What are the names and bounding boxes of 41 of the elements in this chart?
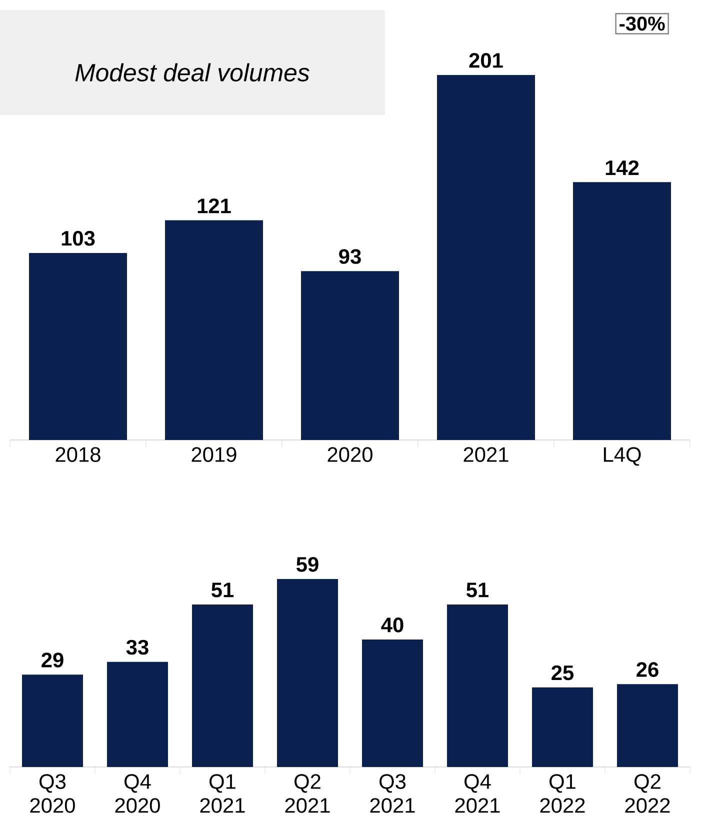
x-tick-label: Q2 2022 xyxy=(625,774,670,813)
x-tick-label: L4Q xyxy=(604,447,641,466)
x-tick-label: 2018 xyxy=(56,447,100,462)
data-label: 25 xyxy=(552,665,574,680)
bar xyxy=(277,578,338,767)
text: -30% xyxy=(620,16,665,31)
data-label: 29 xyxy=(42,652,64,668)
data-label: 40 xyxy=(381,618,404,632)
x-tick-label: 2019 xyxy=(192,447,236,462)
data-label: 142 xyxy=(606,160,639,175)
x-tick-label: Q1 2022 xyxy=(540,774,585,813)
bar xyxy=(437,74,535,440)
data-label: 121 xyxy=(198,198,231,214)
data-label: 26 xyxy=(636,662,658,677)
bar xyxy=(532,687,593,767)
bar xyxy=(29,252,127,440)
x-tick-label: Q1 2021 xyxy=(200,774,245,813)
x-tick-label: Q4 2020 xyxy=(115,774,160,813)
data-label: 93 xyxy=(339,249,361,264)
data-label: 51 xyxy=(212,582,234,598)
data-label: 59 xyxy=(296,557,318,572)
x-tick-label: Q4 2021 xyxy=(455,774,500,813)
bar xyxy=(573,182,671,440)
bar xyxy=(22,674,83,767)
bar xyxy=(617,684,678,767)
chart-title: Modest deal volumes xyxy=(75,63,310,82)
x-tick-label: 2021 xyxy=(464,447,508,462)
bar xyxy=(301,271,399,440)
bar xyxy=(362,640,423,767)
bar xyxy=(446,604,508,767)
data-label: 33 xyxy=(126,640,148,655)
x-tick-label: Q2 2021 xyxy=(285,774,330,813)
x-tick-label: Q3 2020 xyxy=(30,774,75,813)
x-tick-label: 2020 xyxy=(328,447,372,462)
data-label: 201 xyxy=(469,53,503,68)
bar xyxy=(165,220,263,440)
bar xyxy=(192,604,253,767)
data-label: 103 xyxy=(62,230,95,246)
data-label: 51 xyxy=(466,582,489,598)
x-tick-label: Q3 2021 xyxy=(370,774,415,813)
bar xyxy=(107,662,168,767)
